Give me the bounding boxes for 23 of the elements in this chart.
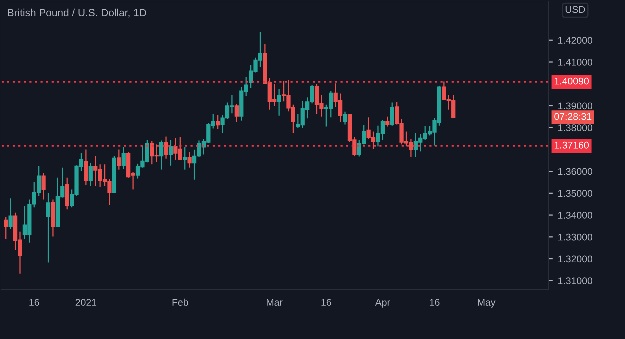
y-tick-label: 1.31000 <box>558 278 593 284</box>
x-tick-label: Feb <box>172 298 188 306</box>
y-tick-label: 1.34000 <box>558 212 593 219</box>
y-tick-label: 1.36000 <box>558 168 593 176</box>
x-tick-label: Apr <box>375 299 390 308</box>
ref-line-label: 1.40090 <box>554 78 589 85</box>
text: 07:28:31 <box>554 113 592 120</box>
ref-line-label: 1.37160 <box>554 142 589 149</box>
y-tick-label: 1.39000 <box>558 102 593 110</box>
y-tick-label: 1.41000 <box>558 58 593 66</box>
x-tick-label: May <box>478 299 496 308</box>
x-tick-label: Mar <box>267 299 283 306</box>
y-tick-label: 1.38000 <box>558 124 593 132</box>
y-tick-label: 1.42000 <box>558 37 593 44</box>
y-tick-label: 1.35000 <box>558 190 593 198</box>
text: USD <box>566 6 586 14</box>
y-tick-label: 1.32000 <box>558 256 593 263</box>
x-tick-label: 2021 <box>76 299 97 306</box>
x-tick-label: 16 <box>322 299 332 306</box>
text: British Pound / U.S. Dollar, 1D <box>8 8 146 18</box>
x-tick-label: 16 <box>430 299 440 306</box>
y-tick-label: 1.33000 <box>558 234 593 241</box>
x-tick-label: 16 <box>30 299 40 306</box>
